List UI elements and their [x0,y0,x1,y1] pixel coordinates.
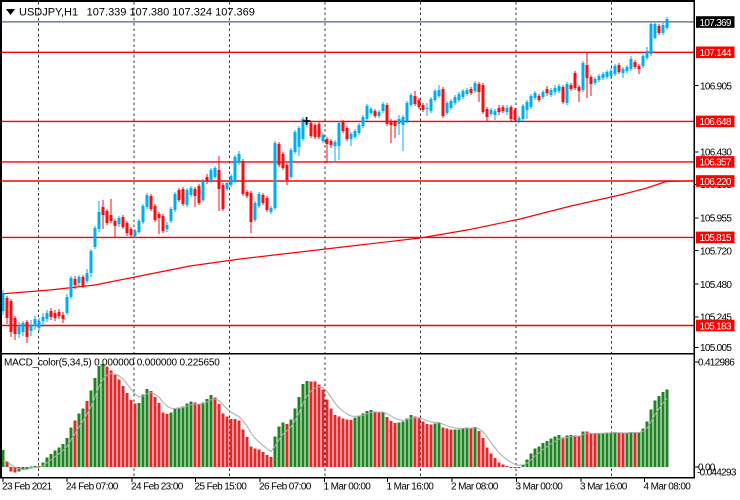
svg-text:3 Mar 00:00: 3 Mar 00:00 [516,482,564,493]
svg-text:105.720: 105.720 [700,246,732,257]
svg-text:25 Feb 15:00: 25 Feb 15:00 [195,482,248,493]
svg-text:105.815: 105.815 [700,233,732,244]
svg-text:106.357: 106.357 [700,158,732,169]
svg-text:105.955: 105.955 [700,214,732,225]
svg-text:107.144: 107.144 [700,48,732,59]
svg-text:105.480: 105.480 [700,280,732,291]
svg-text:0.412986: 0.412986 [698,358,735,369]
svg-text:107.369: 107.369 [700,18,732,29]
svg-text:106.430: 106.430 [700,148,732,159]
svg-text:4 Mar 08:00: 4 Mar 08:00 [644,482,692,493]
svg-text:105.005: 105.005 [700,343,732,354]
svg-text:105.245: 105.245 [700,313,732,324]
svg-text:USDJPY,H1 107.339 107.380 107: USDJPY,H1 107.339 107.380 107.324 107.36… [19,6,255,18]
svg-text:0.00: 0.00 [698,463,716,474]
svg-text:1 Mar 16:00: 1 Mar 16:00 [387,482,435,493]
svg-text:2 Mar 08:00: 2 Mar 08:00 [451,482,499,493]
svg-text:1 Mar 00:00: 1 Mar 00:00 [324,482,372,493]
svg-text:106.648: 106.648 [700,117,732,128]
svg-text:24 Feb 07:00: 24 Feb 07:00 [66,482,119,493]
svg-text:23 Feb 2021: 23 Feb 2021 [2,482,53,493]
svg-text:106.220: 106.220 [700,177,732,188]
svg-text:-0.044293: -0.044293 [697,468,737,479]
svg-text:106.905: 106.905 [700,81,732,92]
svg-text:105.183: 105.183 [700,321,732,332]
svg-text:MACD_color(5,34,5) 0.000000 0.: MACD_color(5,34,5) 0.000000 0.000000 0.2… [4,358,220,369]
svg-text:3 Mar 16:00: 3 Mar 16:00 [580,482,628,493]
svg-text:26 Feb 07:00: 26 Feb 07:00 [259,482,312,493]
svg-text:24 Feb 23:00: 24 Feb 23:00 [131,482,184,493]
